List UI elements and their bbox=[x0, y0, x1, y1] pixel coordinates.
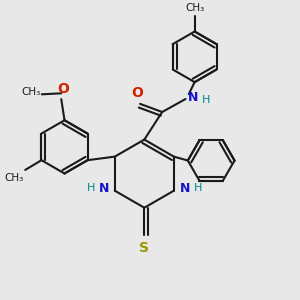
Text: CH₃: CH₃ bbox=[4, 172, 24, 182]
Text: O: O bbox=[131, 86, 143, 100]
Text: S: S bbox=[139, 241, 149, 255]
Text: CH₃: CH₃ bbox=[185, 3, 204, 13]
Text: N: N bbox=[188, 91, 199, 104]
Text: CH₃: CH₃ bbox=[21, 87, 40, 97]
Text: O: O bbox=[57, 82, 69, 96]
Text: N: N bbox=[180, 182, 190, 195]
Text: N: N bbox=[99, 182, 109, 195]
Text: H: H bbox=[194, 183, 202, 193]
Text: H: H bbox=[87, 183, 95, 193]
Text: H: H bbox=[202, 95, 210, 105]
